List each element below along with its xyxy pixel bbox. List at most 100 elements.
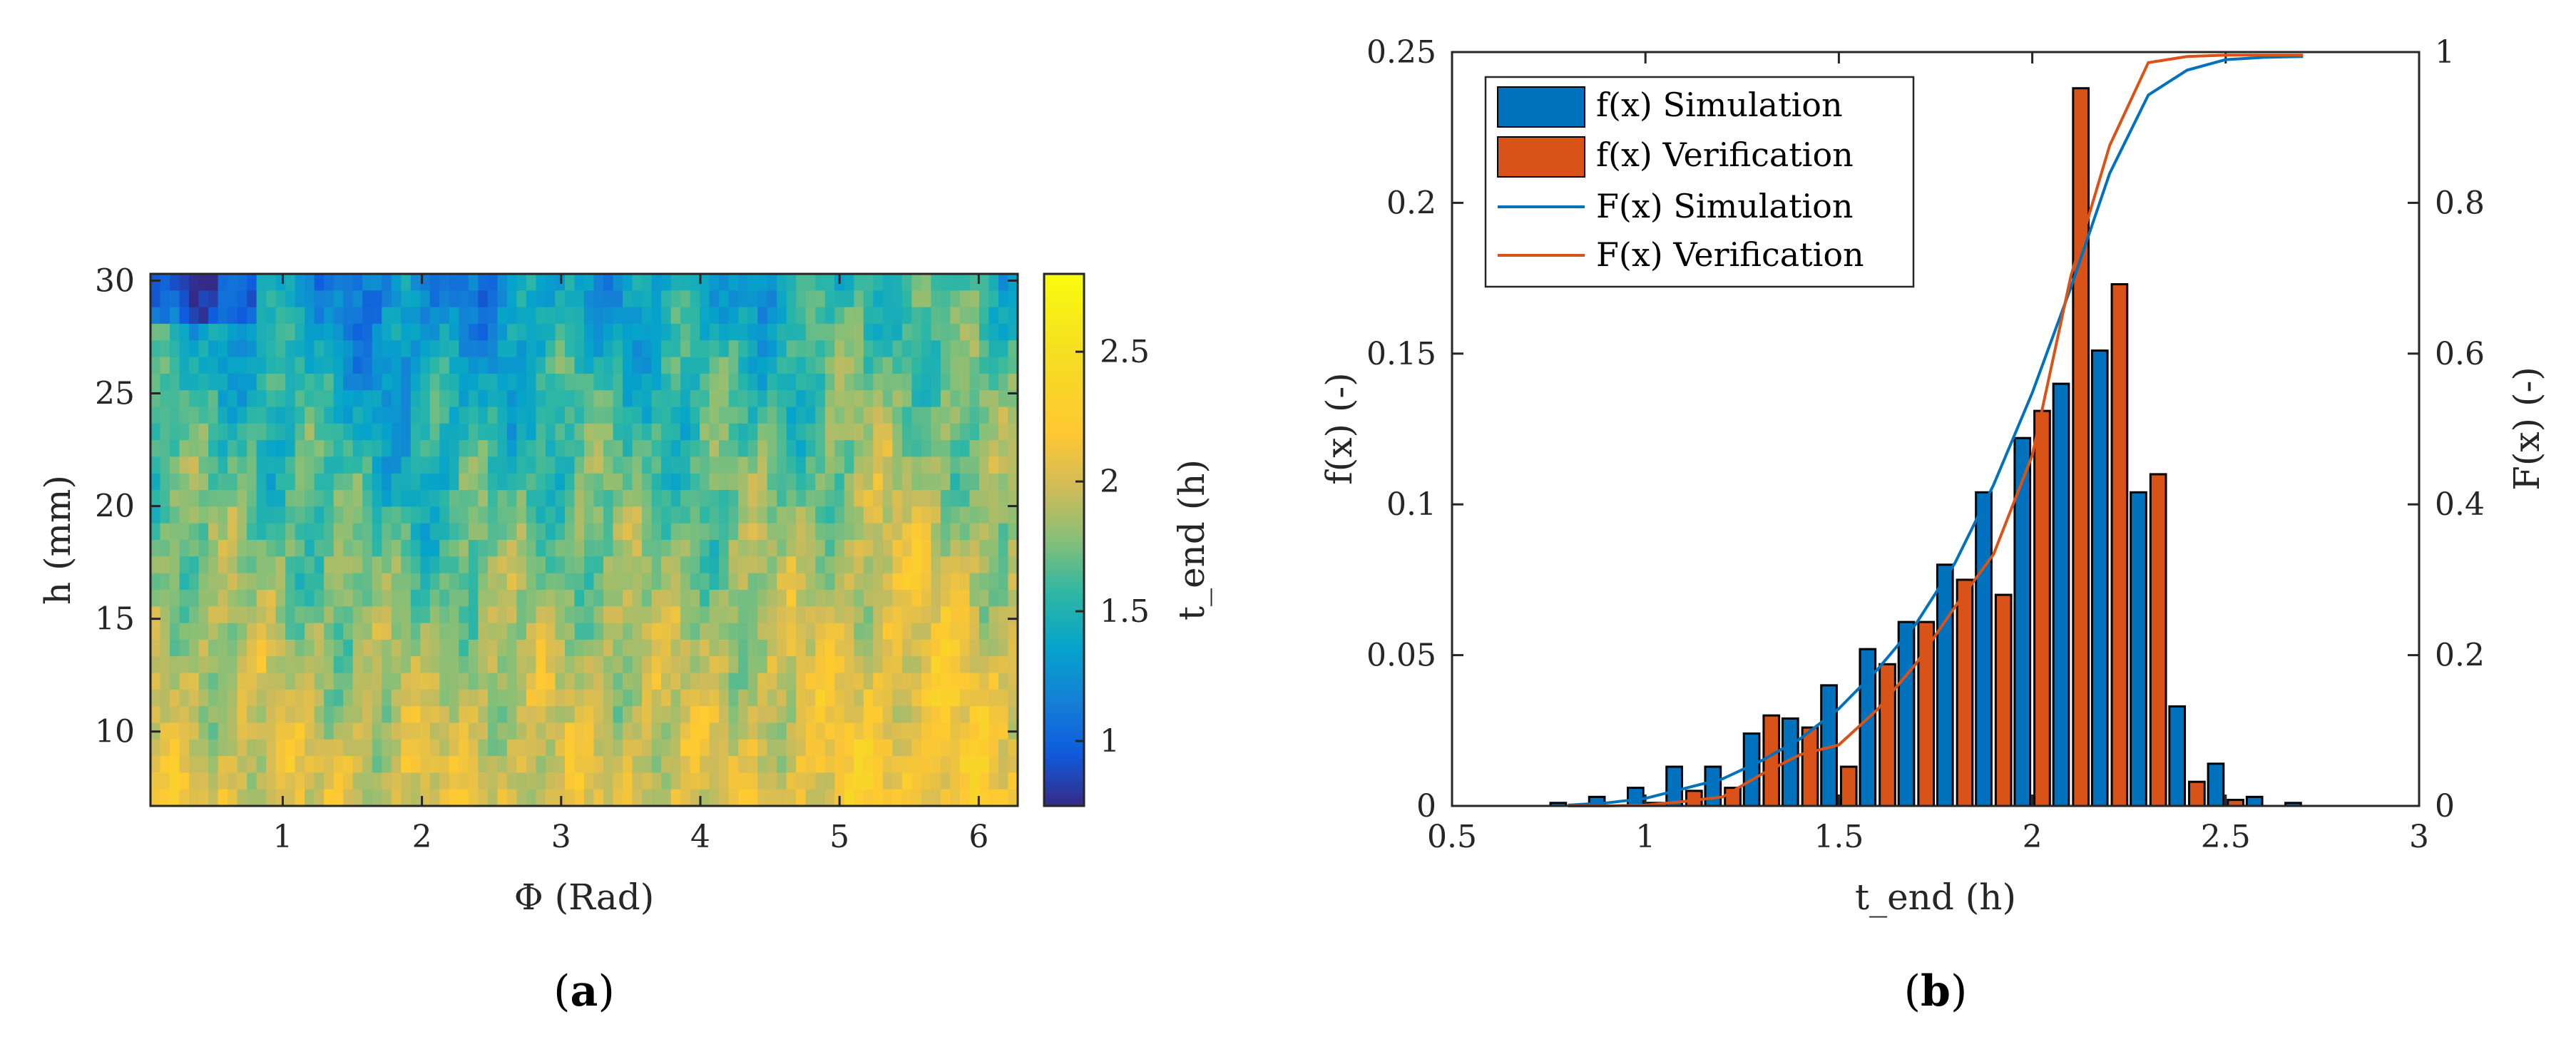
heatmap-cell xyxy=(333,456,344,474)
heatmap-cell xyxy=(305,639,315,657)
heatmap-cell xyxy=(333,506,344,524)
heatmap-cell xyxy=(709,573,720,591)
heatmap-cell xyxy=(978,673,990,690)
heatmap-cell xyxy=(815,357,826,374)
heatmap-cell xyxy=(401,722,412,740)
heatmap-cell xyxy=(410,540,421,557)
heatmap-cell xyxy=(593,606,604,624)
heatmap-cell xyxy=(170,789,180,807)
heatmap-cell xyxy=(506,456,518,474)
heatmap-cell xyxy=(815,623,826,640)
heatmap-cell xyxy=(584,623,595,640)
heatmap-cell xyxy=(632,440,643,458)
heatmap-cell xyxy=(487,772,498,790)
heatmap-cell xyxy=(564,274,576,291)
heatmap-cell xyxy=(959,689,971,707)
heatmap-cell xyxy=(901,274,912,291)
heatmap-cell xyxy=(940,606,951,624)
heatmap-cell xyxy=(680,390,691,408)
heatmap-cell xyxy=(574,423,585,441)
heatmap-cell xyxy=(555,506,566,524)
heatmap-cell xyxy=(516,639,527,657)
heatmap-cell xyxy=(247,639,257,657)
histogram-xtick-label: 0.5 xyxy=(1427,819,1477,855)
heatmap-cell xyxy=(555,706,566,724)
heatmap-cell xyxy=(959,589,971,607)
heatmap-cell xyxy=(670,456,681,474)
heatmap-cell xyxy=(593,340,604,358)
heatmap-cell xyxy=(921,656,931,674)
heatmap-cell xyxy=(901,423,912,441)
heatmap-cell xyxy=(516,706,527,724)
heatmap-cell xyxy=(738,673,749,690)
heatmap-cell xyxy=(931,540,941,557)
heatmap-cell xyxy=(700,373,710,391)
heatmap-cell xyxy=(285,573,296,591)
heatmap-cell xyxy=(921,639,931,657)
heatmap-cell xyxy=(670,756,681,773)
heatmap-cell xyxy=(777,440,787,458)
heatmap-cell xyxy=(969,390,980,408)
heatmap-cell xyxy=(228,523,238,541)
heatmap-cell xyxy=(603,523,614,541)
heatmap-ytick-label: 25 xyxy=(95,376,135,412)
heatmap-cell xyxy=(362,373,373,391)
heatmap-cell xyxy=(796,407,807,424)
heatmap-cell xyxy=(728,673,739,690)
heatmap-cell xyxy=(901,290,912,308)
heatmap-cell xyxy=(266,789,277,807)
heatmap-cell xyxy=(314,357,324,374)
heatmap-cell xyxy=(362,573,373,591)
heatmap-cell xyxy=(555,556,566,574)
heatmap-cell xyxy=(603,423,614,441)
heatmap-cell xyxy=(401,689,412,707)
heatmap-cell xyxy=(632,357,643,374)
heatmap-cell xyxy=(429,440,440,458)
heatmap-cell xyxy=(719,357,730,374)
heatmap-cell xyxy=(959,357,971,374)
heatmap-cell xyxy=(459,573,469,591)
heatmap-cell xyxy=(545,506,556,524)
heatmap-cell xyxy=(506,573,518,591)
heatmap-cell xyxy=(921,573,931,591)
heatmap-cell xyxy=(709,589,720,607)
heatmap-cell xyxy=(661,456,672,474)
heatmap-cell xyxy=(777,706,787,724)
heatmap-cell xyxy=(757,274,768,291)
heatmap-cell xyxy=(160,423,170,441)
heatmap-cell xyxy=(747,623,758,640)
heatmap-cell xyxy=(429,423,440,441)
heatmap-cell xyxy=(873,706,884,724)
heatmap-cell xyxy=(314,606,324,624)
heatmap-cell xyxy=(275,656,286,674)
heatmap-cell xyxy=(305,456,315,474)
heatmap-cell xyxy=(352,357,363,374)
heatmap-cell xyxy=(574,357,585,374)
heatmap-cell xyxy=(805,323,816,341)
heatmap-cell xyxy=(324,540,334,557)
heatmap-cell xyxy=(728,340,739,358)
heatmap-cell xyxy=(738,357,749,374)
heatmap-cell xyxy=(295,274,305,291)
heatmap-cell xyxy=(593,274,604,291)
heatmap-cell xyxy=(170,423,180,441)
heatmap-cell xyxy=(719,290,730,308)
heatmap-cell xyxy=(449,772,459,790)
heatmap-cell xyxy=(170,456,180,474)
heatmap-cell xyxy=(295,323,305,341)
heatmap-cell xyxy=(487,673,498,690)
heatmap-cell xyxy=(420,722,431,740)
heatmap-cell xyxy=(921,623,931,640)
heatmap-cell xyxy=(901,739,912,757)
heatmap-cell xyxy=(747,589,758,607)
heatmap-cell xyxy=(824,772,835,790)
heatmap-cell xyxy=(420,340,431,358)
heatmap-cell xyxy=(478,456,489,474)
heatmap-cell xyxy=(815,739,826,757)
histogram-ylabel-right: F(x) (-) xyxy=(2506,367,2547,491)
heatmap-cell xyxy=(506,506,518,524)
heatmap-cell xyxy=(487,756,498,773)
heatmap-cell xyxy=(237,772,247,790)
heatmap-cell xyxy=(401,373,412,391)
heatmap-cell xyxy=(824,722,835,740)
